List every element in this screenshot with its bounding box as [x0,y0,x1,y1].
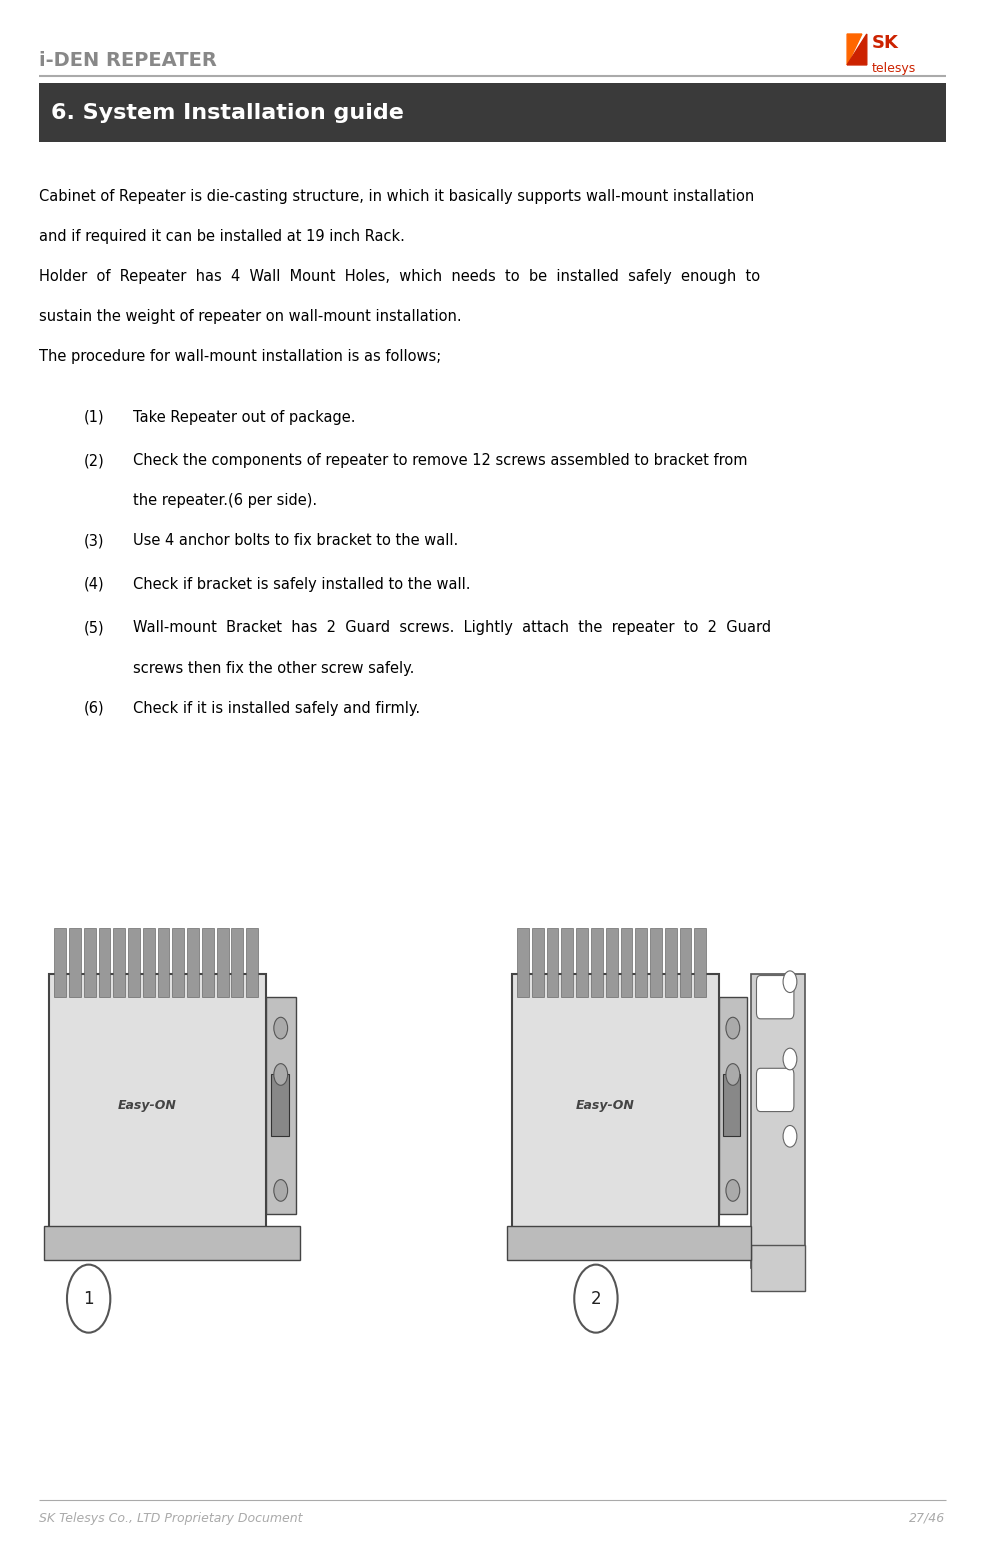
FancyBboxPatch shape [44,1226,300,1260]
FancyBboxPatch shape [591,928,603,997]
Circle shape [726,1064,740,1085]
Polygon shape [847,34,862,65]
FancyBboxPatch shape [266,997,296,1214]
Text: SK Telesys Co., LTD Proprietary Document: SK Telesys Co., LTD Proprietary Document [39,1512,303,1524]
FancyBboxPatch shape [39,83,946,142]
FancyBboxPatch shape [756,1068,794,1112]
Text: the repeater.(6 per side).: the repeater.(6 per side). [133,493,317,509]
Circle shape [67,1265,110,1333]
FancyBboxPatch shape [202,928,214,997]
Text: (6): (6) [84,700,104,716]
FancyBboxPatch shape [84,928,96,997]
FancyBboxPatch shape [172,928,184,997]
FancyBboxPatch shape [143,928,155,997]
FancyBboxPatch shape [621,928,632,997]
Text: 1: 1 [84,1289,94,1308]
FancyBboxPatch shape [751,974,805,1268]
Circle shape [783,971,797,993]
Text: Check the components of repeater to remove 12 screws assembled to bracket from: Check the components of repeater to remo… [133,453,748,468]
Text: Easy-ON: Easy-ON [117,1099,176,1112]
FancyBboxPatch shape [561,928,573,997]
FancyBboxPatch shape [547,928,558,997]
Text: Take Repeater out of package.: Take Repeater out of package. [133,410,356,425]
FancyBboxPatch shape [54,928,66,997]
Circle shape [274,1017,288,1039]
Text: and if required it can be installed at 19 inch Rack.: and if required it can be installed at 1… [39,229,405,244]
FancyBboxPatch shape [635,928,647,997]
Text: i-DEN REPEATER: i-DEN REPEATER [39,51,218,70]
Text: Wall-mount  Bracket  has  2  Guard  screws.  Lightly  attach  the  repeater  to : Wall-mount Bracket has 2 Guard screws. L… [133,620,771,635]
Text: screws then fix the other screw safely.: screws then fix the other screw safely. [133,660,415,676]
FancyBboxPatch shape [517,928,529,997]
Text: (3): (3) [84,533,104,549]
FancyBboxPatch shape [507,1226,751,1260]
FancyBboxPatch shape [751,1245,805,1291]
FancyBboxPatch shape [271,1074,289,1136]
FancyBboxPatch shape [680,928,691,997]
Text: Cabinet of Repeater is die-casting structure, in which it basically supports wal: Cabinet of Repeater is die-casting struc… [39,189,755,204]
FancyBboxPatch shape [606,928,618,997]
FancyBboxPatch shape [719,997,747,1214]
FancyBboxPatch shape [187,928,199,997]
Text: (4): (4) [84,577,104,592]
Text: Check if it is installed safely and firmly.: Check if it is installed safely and firm… [133,700,420,716]
FancyBboxPatch shape [231,928,243,997]
Text: (2): (2) [84,453,104,468]
FancyBboxPatch shape [98,928,110,997]
Text: Use 4 anchor bolts to fix bracket to the wall.: Use 4 anchor bolts to fix bracket to the… [133,533,458,549]
Circle shape [274,1180,288,1201]
FancyBboxPatch shape [246,928,258,997]
Circle shape [783,1048,797,1070]
Circle shape [783,1125,797,1147]
Text: 6. System Installation guide: 6. System Installation guide [51,104,404,122]
FancyBboxPatch shape [128,928,140,997]
Circle shape [726,1017,740,1039]
FancyBboxPatch shape [723,1074,740,1136]
Text: (1): (1) [84,410,104,425]
FancyBboxPatch shape [69,928,81,997]
FancyBboxPatch shape [756,976,794,1019]
FancyBboxPatch shape [650,928,662,997]
Text: (5): (5) [84,620,104,635]
FancyBboxPatch shape [158,928,169,997]
Circle shape [726,1180,740,1201]
FancyBboxPatch shape [694,928,706,997]
FancyBboxPatch shape [113,928,125,997]
Text: telesys: telesys [872,62,916,74]
Text: 2: 2 [591,1289,601,1308]
Text: Check if bracket is safely installed to the wall.: Check if bracket is safely installed to … [133,577,471,592]
FancyBboxPatch shape [665,928,677,997]
Text: SK: SK [872,34,898,53]
Text: sustain the weight of repeater on wall-mount installation.: sustain the weight of repeater on wall-m… [39,309,462,325]
Text: Holder  of  Repeater  has  4  Wall  Mount  Holes,  which  needs  to  be  install: Holder of Repeater has 4 Wall Mount Hole… [39,269,760,284]
Circle shape [274,1064,288,1085]
FancyBboxPatch shape [217,928,229,997]
Circle shape [574,1265,618,1333]
Polygon shape [847,34,867,65]
Text: Easy-ON: Easy-ON [576,1099,634,1112]
FancyBboxPatch shape [532,928,544,997]
Text: The procedure for wall-mount installation is as follows;: The procedure for wall-mount installatio… [39,349,441,365]
Text: 27/46: 27/46 [909,1512,946,1524]
FancyBboxPatch shape [49,974,266,1237]
FancyBboxPatch shape [576,928,588,997]
FancyBboxPatch shape [512,974,719,1237]
